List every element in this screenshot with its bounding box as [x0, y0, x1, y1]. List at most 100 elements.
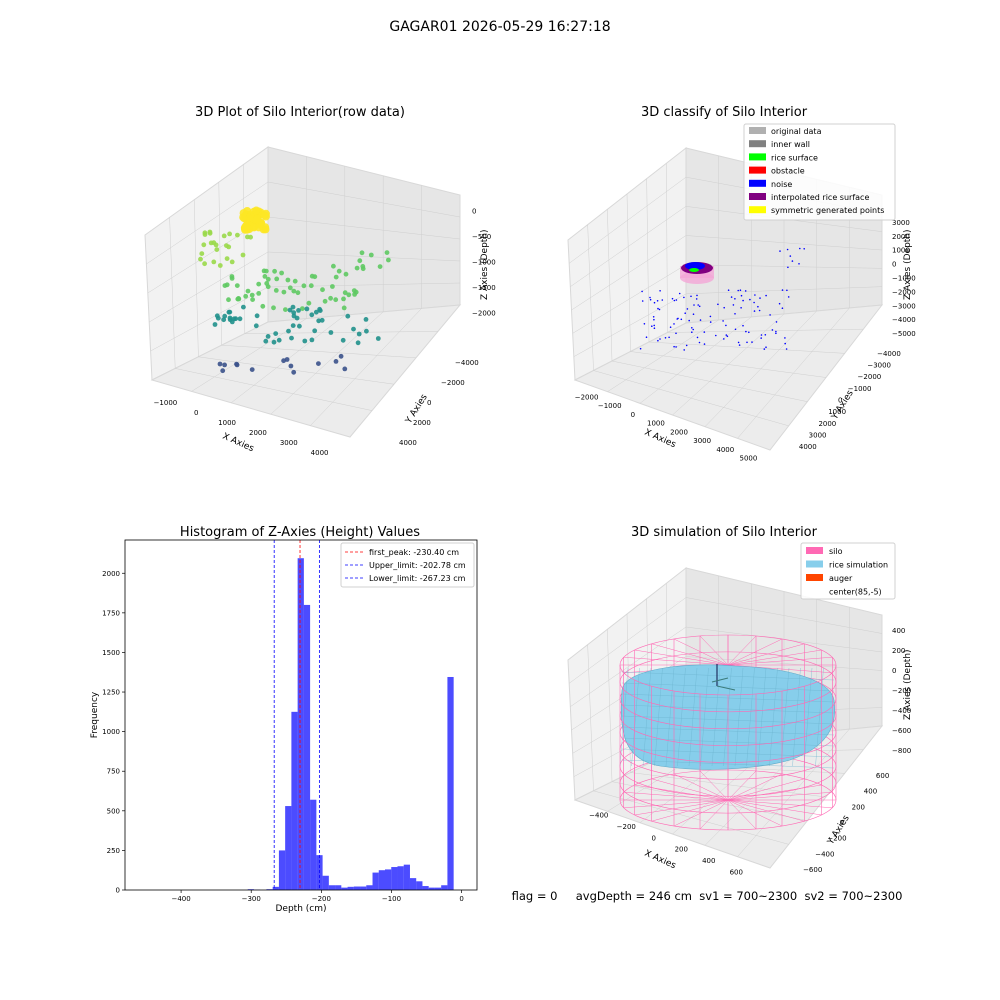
classify-noise-point: [784, 342, 786, 345]
raw-data-point: [276, 337, 282, 343]
raw-z-tick-label: 0: [472, 208, 476, 216]
histogram-bar: [397, 866, 404, 890]
simulation-y-tick-label: −600: [803, 866, 822, 874]
classify-noise-point: [675, 332, 677, 335]
classify-noise-point: [675, 299, 678, 301]
classify-legend-label: inner wall: [771, 140, 810, 149]
classify-noise-point: [698, 341, 701, 344]
classify-legend-label: symmetric generated points: [771, 206, 884, 215]
classify-noise-point: [791, 260, 794, 262]
classify-noise-point: [764, 334, 767, 336]
classify-noise-point: [657, 307, 659, 310]
raw-data-point: [217, 361, 223, 367]
classify-y-tick-label: 0: [838, 397, 842, 405]
raw-data-point: [213, 242, 219, 248]
classify-z-tick-label: −1000: [892, 275, 916, 283]
classify-noise-point: [643, 323, 646, 325]
histogram-bar: [291, 711, 298, 890]
classify-noise-point: [751, 341, 753, 343]
raw-data-point: [291, 288, 297, 294]
silo-bottom-spoke: [673, 773, 729, 801]
silo-top-spoke: [651, 643, 729, 666]
simulation-x-tick-label: 400: [702, 857, 715, 865]
histogram-y-tick-label: 1500: [102, 649, 120, 657]
classify-noise-point: [737, 289, 739, 292]
histogram-x-tick-label: −100: [382, 895, 401, 903]
gridline: [310, 308, 422, 426]
classify-noise-point: [653, 301, 656, 304]
classify-gridlines: [569, 155, 883, 439]
raw-data-point: [356, 331, 362, 337]
raw-data-point: [292, 278, 298, 284]
histogram-legend-label: Upper_limit: -202.78 cm: [369, 561, 466, 570]
simulation-x-tick-label: −200: [617, 823, 636, 831]
simulation-legend-label: center(85,-5): [829, 588, 882, 597]
histogram-bar: [378, 870, 385, 890]
simulation-z-tick-label: −800: [892, 747, 911, 755]
classify-x-tick-label: 1000: [647, 420, 665, 428]
raw-data-point: [384, 250, 390, 256]
histogram-bar: [409, 878, 417, 890]
classify-noise-point: [691, 327, 693, 329]
raw-data-point: [351, 326, 356, 332]
classify-noise-point: [673, 299, 676, 302]
raw-data-point: [330, 284, 335, 289]
raw-data-point: [226, 309, 232, 315]
raw-data-point: [333, 274, 339, 280]
classify-noise-point: [732, 304, 735, 306]
classify-noise-point: [753, 310, 756, 312]
raw-data-point: [214, 247, 220, 253]
histogram-y-label: Frequency: [90, 691, 100, 738]
classify-legend-swatch: [749, 140, 766, 148]
raw-data-title: 3D Plot of Silo Interior(row data): [195, 105, 405, 120]
raw-data-point: [304, 306, 310, 312]
classify-noise-point: [784, 337, 786, 339]
raw-data-point: [281, 289, 287, 295]
rice-mesh-line: [621, 682, 835, 692]
classify-noise-point: [703, 343, 706, 345]
classify-noise-point: [771, 329, 774, 331]
silo-bottom-spoke: [699, 770, 729, 801]
classify-noise-point: [787, 266, 789, 269]
raw-z-tick-label: −1000: [472, 259, 496, 267]
raw-data-point: [363, 317, 369, 322]
histogram-bar: [403, 864, 410, 890]
classify-noise-points: [639, 247, 805, 351]
silo-bottom-spoke: [623, 799, 729, 809]
raw-data-point: [254, 223, 263, 232]
histogram-bar: [441, 885, 448, 890]
silo-bottom-spoke: [727, 799, 757, 830]
raw-data-point: [234, 361, 239, 367]
classify-noise-point: [781, 307, 784, 310]
raw-data-point: [224, 243, 229, 249]
raw-data-point: [319, 317, 325, 323]
histogram-y-ticks: 0 250 500 750 1000 1250 1500 1750 2000: [102, 570, 125, 895]
histogram-bar: [303, 604, 311, 890]
classify-x-tick-label: 0: [631, 411, 635, 419]
classify-noise-point: [703, 331, 706, 333]
raw-data-point: [198, 256, 203, 262]
classify-noise-point: [695, 298, 698, 300]
classify-noise-point: [723, 306, 725, 309]
histogram-x-tick-label: −200: [312, 895, 331, 903]
raw-data-point: [256, 281, 262, 287]
classify-z-tick-label: −3000: [892, 302, 916, 310]
raw-data-point: [235, 232, 240, 238]
classify-z-tick-label: 2000: [892, 233, 910, 241]
silo-bottom-spoke: [699, 799, 729, 830]
raw-data-point: [211, 259, 217, 265]
simulation-z-label: Z Axies (Depth): [903, 649, 913, 720]
raw-y-tick-label: −2000: [441, 379, 465, 387]
raw-data-point: [243, 293, 249, 299]
raw-data-point: [342, 366, 348, 372]
classify-x-tick-label: 5000: [740, 455, 758, 463]
auger-arm: [716, 685, 736, 691]
classify-noise-point: [775, 332, 777, 335]
auger-marker: [711, 664, 736, 691]
classify-noise-point: [757, 305, 759, 308]
classify-title: 3D classify of Silo Interior: [641, 105, 808, 120]
raw-x-tick-label: 3000: [280, 439, 298, 447]
classify-noise-point: [688, 319, 690, 322]
raw-data-point: [250, 297, 256, 302]
raw-data-point: [308, 283, 314, 289]
